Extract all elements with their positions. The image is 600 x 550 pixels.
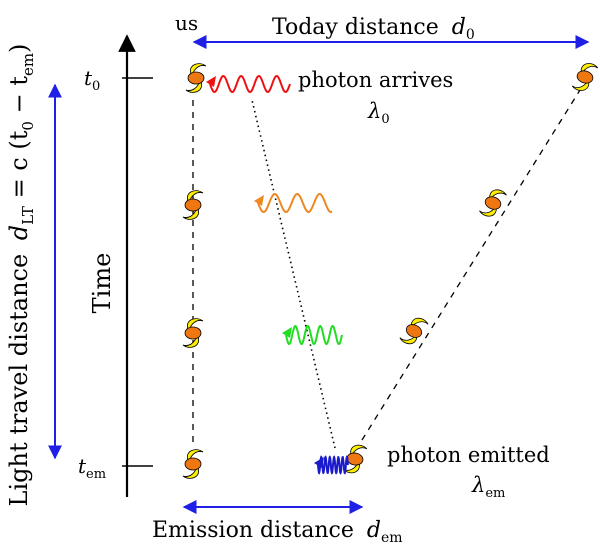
photon-arrives-label: photon arrives — [298, 68, 453, 92]
us-galaxy-t0 — [185, 63, 207, 93]
photon-emitted-label: photon emitted — [387, 443, 550, 467]
light-travel-text: Light travel distance — [5, 254, 33, 507]
wave-t2-arrowhead — [282, 327, 292, 338]
emission-distance-label: Emission distance dem — [152, 518, 403, 546]
wave-t1 — [257, 192, 333, 214]
tem-label: tem — [78, 454, 106, 482]
lambda0-label: λ0 — [367, 99, 390, 127]
us-galaxy-t2 — [182, 318, 204, 348]
source-galaxy-t2 — [398, 313, 430, 349]
wave-arrives — [209, 74, 291, 94]
source-worldline — [361, 89, 581, 441]
source-galaxy-t0 — [571, 60, 599, 94]
wave-arrives-arrowhead — [206, 76, 216, 87]
photon-path — [251, 99, 336, 449]
t0-label: t0 — [84, 66, 100, 94]
light-travel-label: Light travel distance dLT = c (t0 − tem) — [5, 44, 37, 507]
us-label: us — [175, 11, 198, 35]
source-galaxy-t1 — [478, 185, 508, 221]
wave-emitted — [317, 455, 349, 475]
us-galaxy-t1 — [182, 190, 204, 220]
wave-t2 — [285, 324, 343, 346]
us-galaxy-tem — [182, 449, 204, 479]
wave-emitted-arrowhead — [314, 457, 324, 468]
lambda-em-label: λem — [471, 473, 505, 501]
wave-t1-arrowhead — [254, 195, 264, 206]
time-label: Time — [88, 253, 116, 314]
today-distance-label: Today distance d0 — [272, 15, 475, 43]
